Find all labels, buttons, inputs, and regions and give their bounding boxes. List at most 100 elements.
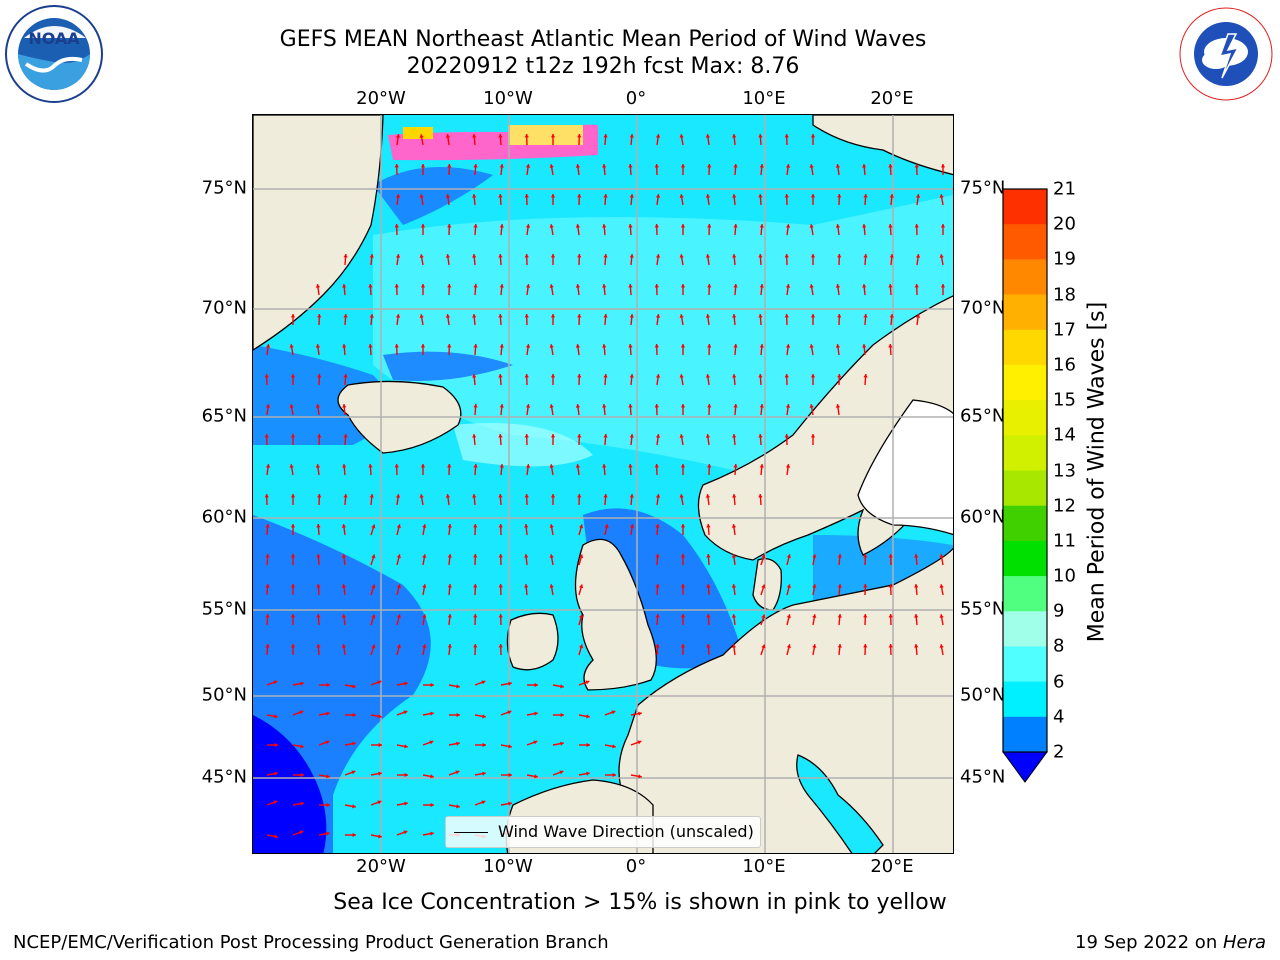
wind-wave-arrowhead [629,134,634,138]
wind-wave-arrowhead [862,224,867,228]
wind-wave-arrowhead [429,740,434,745]
wind-wave-arrowhead [341,584,347,588]
wind-wave-arrowhead [274,834,278,839]
wind-wave-arrowhead [679,494,684,498]
wind-wave-arrowhead [352,684,356,689]
wind-wave-arrowhead [914,224,919,228]
colorbar-tick-label: 4 [1053,706,1065,728]
wind-wave-arrowhead [914,614,919,618]
wind-wave-arrowhead [473,644,478,648]
wind-wave-arrowhead [629,314,634,318]
wind-wave-arrowhead [499,284,504,288]
wind-wave-arrowhead [549,584,554,588]
wind-wave-arrowhead [300,772,304,778]
wind-wave-arrowhead [629,194,634,198]
wind-wave-arrowhead [812,614,817,618]
wind-wave-arrowhead [680,164,686,168]
wind-wave-arrowhead [732,374,737,378]
wind-wave-arrowhead [499,464,504,468]
wind-wave-arrowhead [786,554,791,559]
wind-wave-arrowhead [638,711,642,716]
wind-wave-arrowhead [785,344,791,348]
wind-wave-arrowhead [368,464,373,468]
footer-machine: Hera [1222,932,1266,953]
wind-wave-arrowhead [835,284,841,288]
wind-wave-arrowhead [809,284,814,288]
wind-wave-arrowhead [371,644,376,649]
wind-wave-arrowhead [654,164,659,168]
colorbar-tick-label: 15 [1053,389,1076,411]
wind-wave-arrowhead [914,284,919,288]
wind-wave-arrowhead [420,284,426,288]
wind-wave-arrowhead [369,494,374,498]
wind-wave-arrowhead [706,554,711,558]
wind-wave-arrowhead [914,644,919,648]
wind-wave-arrowhead [534,682,538,688]
wind-wave-arrowhead [473,404,478,408]
colorbar-segment [1003,364,1047,401]
lon-tick-top: 0° [625,88,647,109]
lon-tick-bottom: 0° [625,856,647,877]
wind-wave-arrowhead [603,194,608,198]
wind-wave-arrowhead [629,434,634,438]
wind-wave-arrowhead [835,344,841,348]
wind-wave-arrowhead [524,374,529,378]
wind-wave-arrowhead [810,434,816,438]
wind-wave-arrowhead [637,740,642,745]
wind-wave-arrowhead [809,224,814,228]
wind-wave-arrowhead [371,614,376,619]
wind-wave-arrowhead [758,494,763,498]
wind-wave-arrowhead [628,224,633,228]
wind-wave-arrowhead [352,804,356,809]
wind-wave-arrowhead [447,344,452,348]
wind-wave-arrowhead [290,314,296,318]
wind-wave-arrowhead [395,494,401,498]
lon-tick-bottom: 10°W [483,856,533,877]
wind-wave-arrowhead [939,584,944,588]
wind-wave-arrowhead [579,614,584,619]
colorbar-tick-label: 20 [1053,213,1076,235]
wind-wave-arrowhead [524,254,529,258]
wind-wave-arrowhead [560,741,564,746]
colorbar-segment [1003,259,1047,296]
wind-wave-arrowhead [575,224,581,228]
wind-wave-arrowhead [863,644,868,648]
wind-wave-arrowhead [680,554,686,558]
wind-wave-arrowhead [264,434,269,438]
wind-wave-arrowhead [679,374,684,378]
wind-wave-arrowhead [603,314,608,318]
noaa-logo-text: NOAA [28,29,80,48]
wind-wave-arrowhead [705,134,711,138]
wind-wave-arrowhead [369,314,374,318]
wind-wave-arrowhead [915,314,921,318]
wind-wave-arrowhead [473,224,478,228]
lon-tick-top: 20°W [356,88,406,109]
wind-wave-arrowhead [265,524,270,528]
wind-wave-arrowhead [455,770,460,775]
lat-tick-left: 65°N [201,405,247,427]
wind-wave-arrowhead [611,710,616,715]
wind-wave-arrowhead [759,284,764,288]
wind-wave-arrowhead [430,711,434,716]
wind-wave-arrowhead [420,464,426,468]
wind-wave-arrowhead [549,344,554,348]
wind-wave-arrowhead [317,374,322,378]
wind-wave-arrowhead [628,344,633,348]
wind-wave-arrowhead [430,802,434,808]
wind-wave-arrowhead [680,284,686,288]
wind-wave-arrowhead [507,710,512,715]
wind-wave-arrowhead [628,284,633,288]
wind-wave-arrowhead [377,800,382,805]
wind-wave-arrowhead [524,584,529,588]
wind-wave-arrowhead [499,344,504,348]
wind-wave-arrowhead [784,194,789,198]
colorbar-tick-label: 21 [1053,178,1076,200]
nws-logo [1178,6,1274,102]
wind-wave-arrowhead [705,254,711,258]
wind-wave-arrowhead [473,164,478,168]
wind-wave-arrowhead [812,584,817,588]
wind-wave-arrowhead [586,771,590,776]
wind-wave-arrowhead [342,404,347,408]
wind-wave-arrowhead [498,194,503,198]
wind-wave-arrowhead [888,164,893,168]
